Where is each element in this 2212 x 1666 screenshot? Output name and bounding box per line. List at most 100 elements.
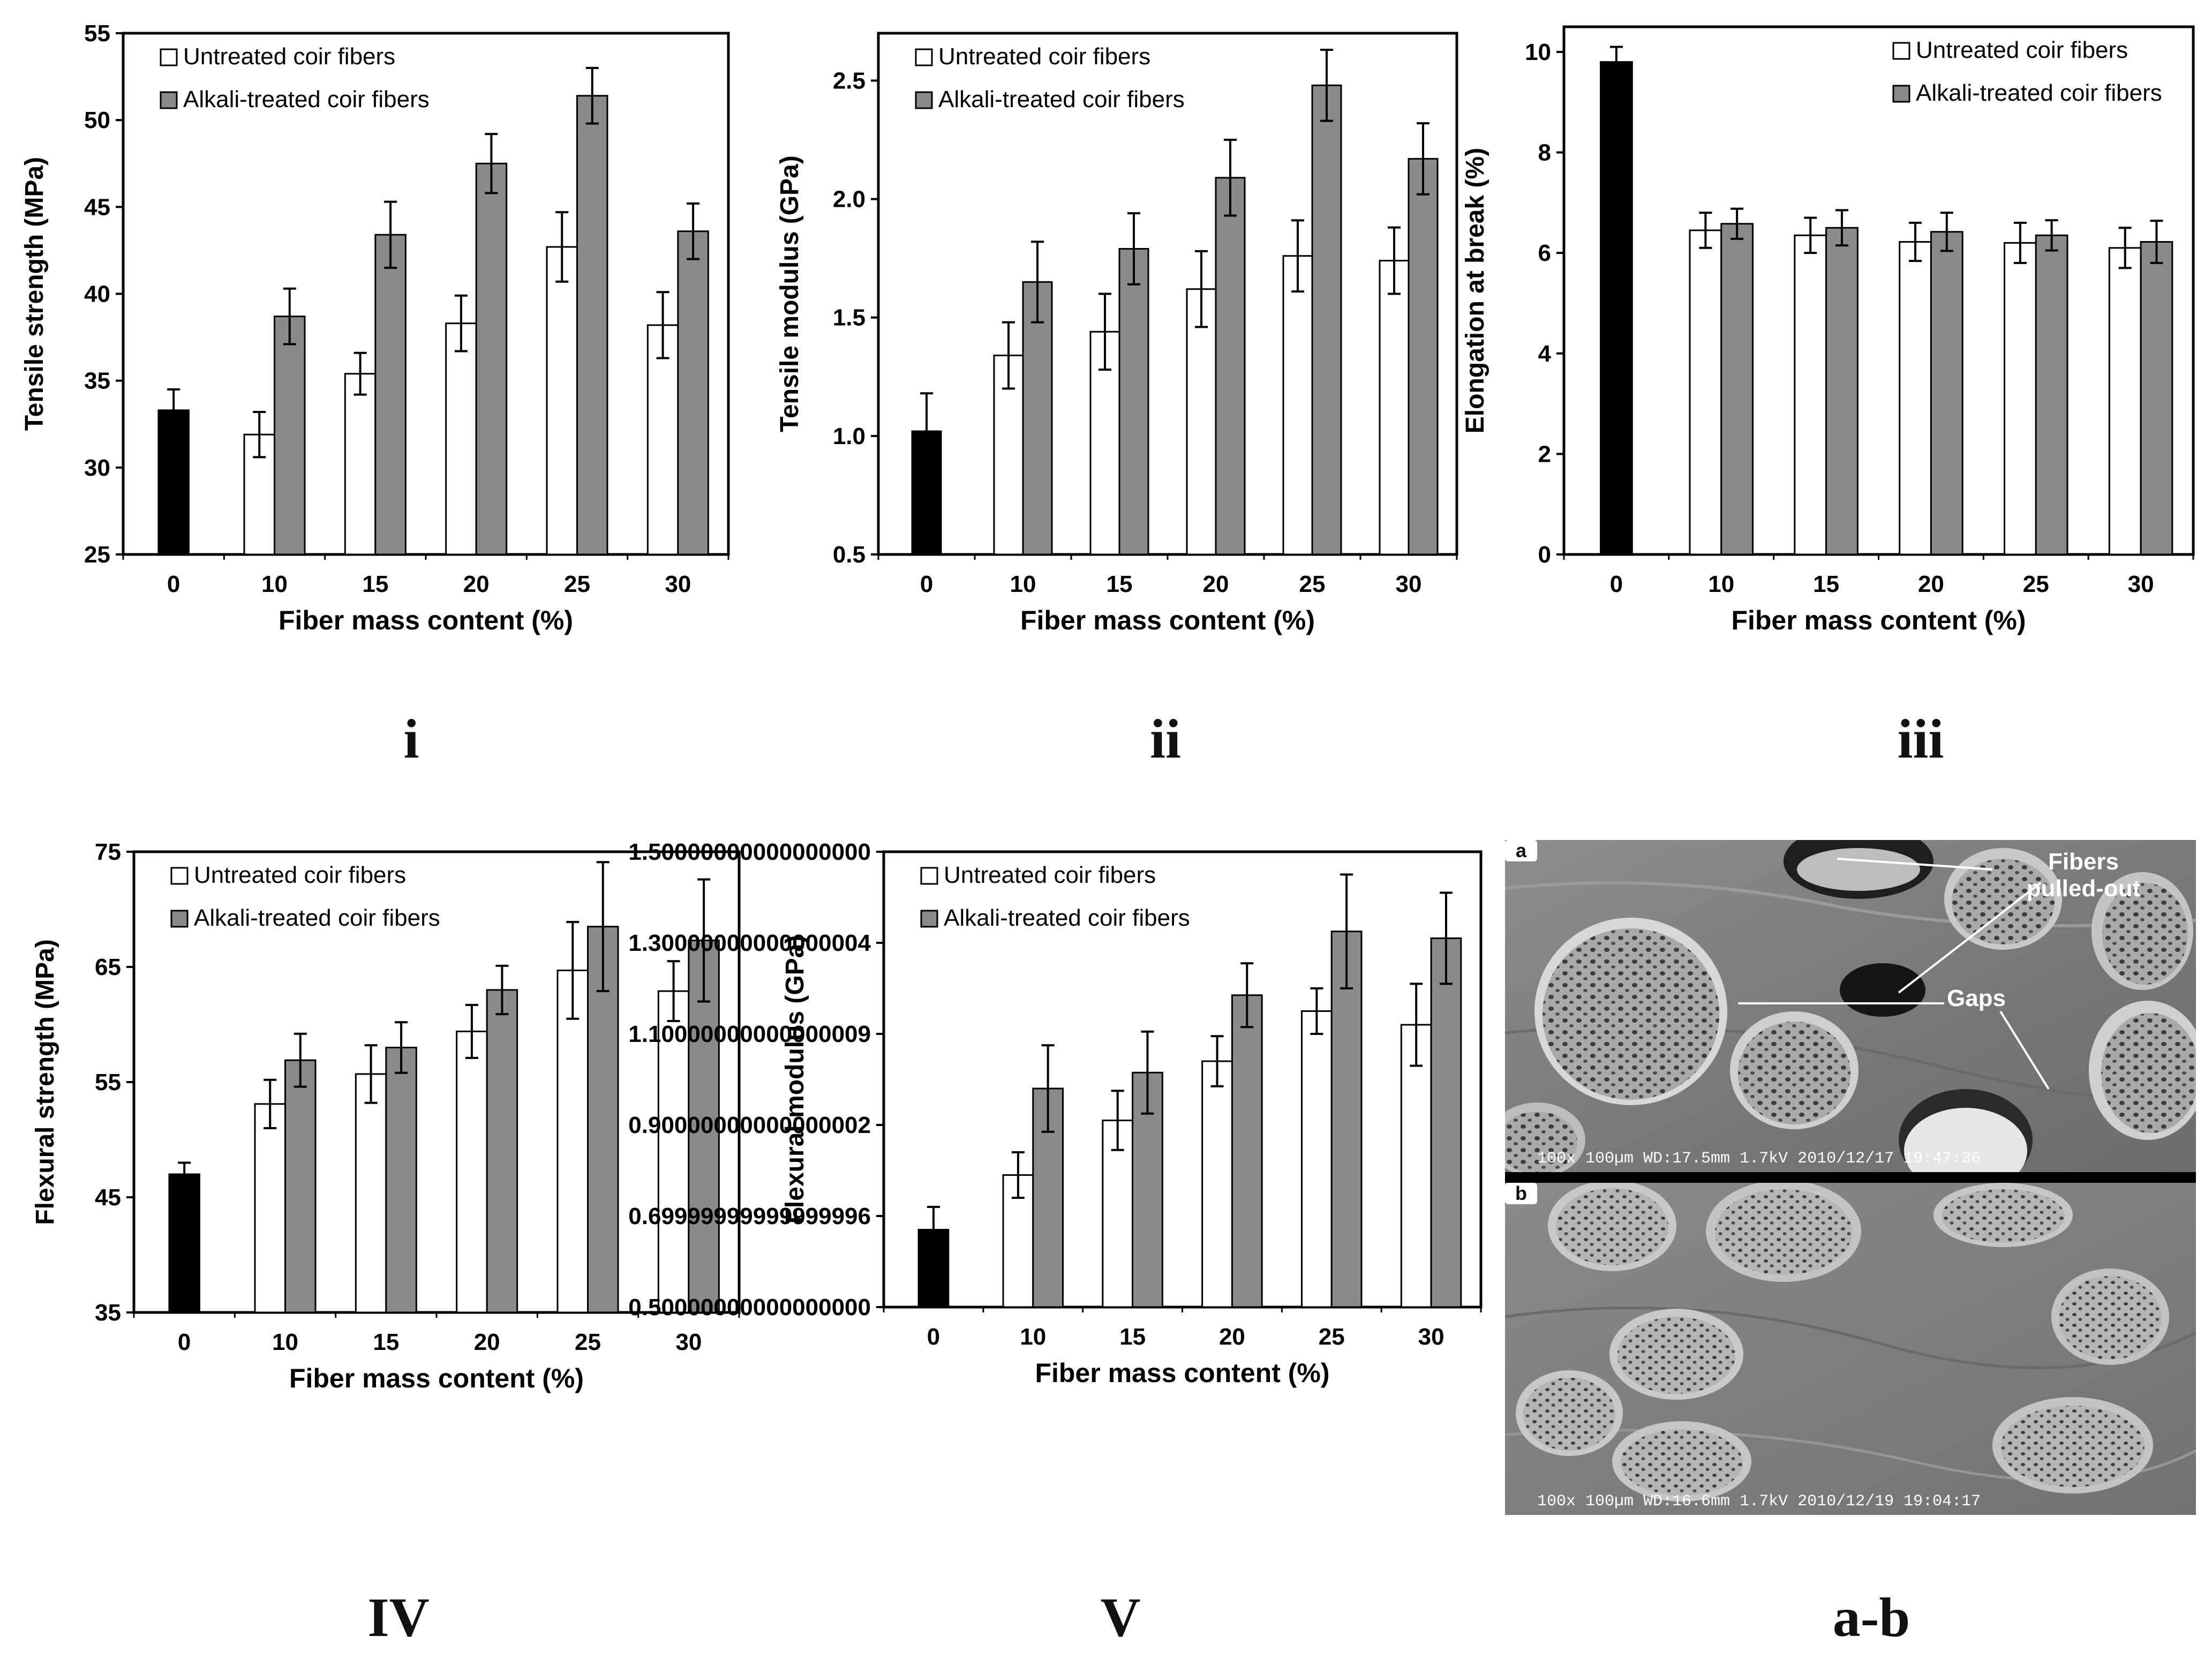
x-tick-label: 15 [362,571,388,597]
bar-treated [1118,247,1149,556]
y-axis-title: Flexural strength (MPa) [31,939,59,1225]
x-tick-label: 25 [1319,1324,1345,1350]
x-tick-label: 10 [1708,571,1734,597]
y-tick-label: 0.69999999999999996 [628,1203,871,1229]
x-tick-label: 10 [261,571,288,597]
y-tick-label: 8 [1538,140,1551,166]
bar-treated [1825,227,1859,556]
legend-label: Alkali-treated coir fibers [944,905,1190,931]
y-tick-label: 55 [84,20,110,47]
x-tick-label: 30 [675,1329,702,1355]
panel-label-iii: iii [1897,708,1944,770]
bar-untreated [355,1073,387,1314]
bar-untreated [546,246,578,556]
x-tick-label: 0 [927,1324,940,1350]
y-tick-label: 0.5 [833,542,866,568]
x-tick-label: 0 [167,571,180,597]
bar-untreated [1794,234,1827,556]
x-tick-label: 0 [920,571,933,597]
y-tick-label: 1.5 [833,305,866,331]
x-tick-label: 15 [1119,1324,1146,1350]
bar-untreated [1201,1060,1233,1308]
legend-swatch-treated [920,910,938,928]
sem-a-label-fibers-1: Fibers [2048,849,2119,875]
y-tick-label: 65 [95,954,121,980]
sem-image-a: a Fibers pulled-out Gaps 100x 100µm WD:1… [1505,840,2196,1172]
y-tick-label: 1.0 [833,423,866,449]
x-tick-label: 25 [1299,571,1326,597]
chart-elongation-at-break: 0 2 4 6 8 10 0 10 15 20 25 30 Fiber mass content (%)… [1461,25,2195,635]
bar-treated [2035,234,2068,556]
bar-treated [1930,231,1963,556]
x-tick-label: 20 [1203,571,1229,597]
bar-treated [1720,223,1754,556]
legend-label: Untreated coir fibers [944,862,1156,888]
y-tick-label: 2.0 [833,186,866,213]
x-tick-label: 15 [1813,571,1839,597]
bar-treated [2140,241,2173,556]
bar-treated [374,234,407,556]
bar-untreated [2004,242,2037,556]
x-tick-label: 30 [2128,571,2154,597]
bar-untreated [646,324,679,556]
y-tick-label: 6 [1538,240,1551,266]
x-tick-label: 30 [1418,1324,1444,1350]
chart-flexural-modulus: 0.50000000000000000 0.69999999999999996 0.… [628,839,1483,1388]
legend-label: Untreated coir fibers [1916,37,2128,63]
bar-treated [1311,84,1342,556]
bar-treated [475,162,508,556]
x-tick-label: 25 [564,571,590,597]
legend-swatch-untreated [160,48,178,66]
x-axis-title: Fiber mass content (%) [1731,605,2026,635]
y-tick-label: 0 [1538,542,1551,568]
bar-untreated [456,1030,488,1314]
bar-treated [385,1047,417,1314]
bar-treated [1215,177,1246,556]
y-tick-label: 10 [1525,39,1551,65]
legend-label: Untreated coir fibers [183,43,395,70]
bar-untreated [556,969,589,1314]
bar-control [1600,61,1633,556]
x-tick-label: 15 [373,1329,399,1355]
y-tick-label: 0.90000000000000002 [628,1112,871,1138]
y-axis-title: Tensile strength (MPa) [20,157,49,431]
x-axis-title: Fiber mass content (%) [1035,1358,1329,1388]
bar-treated [576,95,608,556]
chart-flexural-strength: 35 45 55 65 75 0 10 15 20 25 30 Fiber mass content … [31,839,741,1393]
y-tick-label: 2.5 [833,67,866,94]
y-tick-label: 1.10000000000000009 [628,1021,871,1047]
y-axis-title: Elongation at break (%) [1461,148,1489,433]
y-tick-label: 25 [84,542,110,568]
y-tick-label: 0.50000000000000000 [628,1294,871,1320]
legend-swatch-untreated [920,867,938,885]
sem-b-tag: b [1515,1183,1527,1204]
panel-label-ii: ii [1150,708,1181,770]
y-tick-label: 1.50000000000000000 [628,839,871,865]
y-tick-label: 1.30000000000000004 [628,930,871,956]
bar-untreated [1282,255,1313,556]
sem-a-label-fibers-2: pulled-out [2027,875,2141,902]
bar-untreated [1899,241,1932,556]
x-tick-label: 30 [665,571,691,597]
bar-untreated [1301,1010,1333,1308]
legend-swatch-treated [160,91,178,109]
y-tick-label: 30 [84,455,110,481]
x-axis-title: Fiber mass content (%) [289,1363,584,1393]
legend-label: Alkali-treated coir fibers [194,905,440,931]
sem-a-label-gaps: Gaps [1947,985,2006,1011]
bar-untreated [254,1103,286,1314]
sem-a-info-bar: 100x 100µm WD:17.5mm 1.7kV 2010/12/17 19… [1537,1150,1981,1168]
legend-swatch-treated [1892,85,1910,103]
y-tick-label: 35 [84,368,110,394]
y-tick-label: 75 [95,839,121,865]
sem-b-info-bar: 100x 100µm WD:16.6mm 1.7kV 2010/12/19 19… [1537,1492,1981,1511]
bar-control [168,1173,200,1314]
legend-swatch-treated [915,91,933,109]
y-tick-label: 4 [1538,341,1552,367]
x-tick-label: 20 [1918,571,1944,597]
legend-swatch-treated [170,910,189,928]
x-tick-label: 0 [178,1329,191,1355]
sem-a-tag: a [1516,840,1527,861]
x-axis-title: Fiber mass content (%) [1020,605,1315,635]
panel-label-i: i [403,708,419,770]
